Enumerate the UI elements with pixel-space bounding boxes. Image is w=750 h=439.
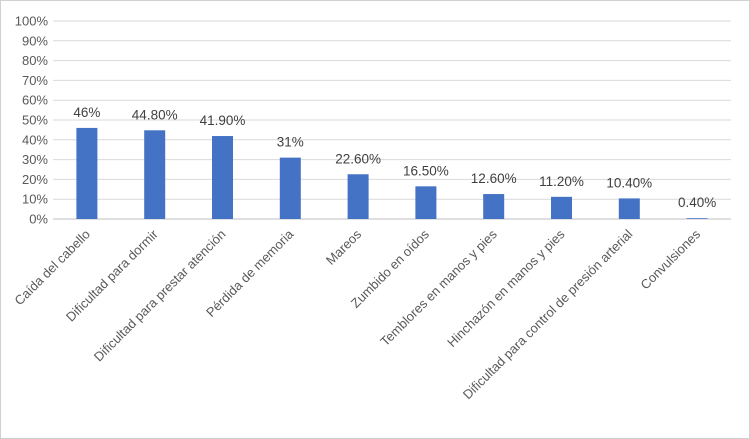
data-label: 44.80% — [132, 107, 178, 122]
x-tick-label: Temblores en manos y pies — [377, 226, 500, 349]
data-label: 22.60% — [335, 151, 381, 166]
x-tick-label: Hinchazón en manos y pies — [444, 226, 568, 350]
bar — [483, 194, 505, 219]
y-tick-label: 30% — [22, 152, 48, 167]
y-tick-label: 90% — [22, 33, 48, 48]
data-label: 11.20% — [539, 174, 584, 189]
bar — [686, 218, 708, 219]
bar — [415, 186, 437, 219]
data-label: 41.90% — [200, 113, 246, 128]
y-tick-label: 70% — [22, 73, 48, 88]
y-tick-label: 40% — [22, 132, 48, 147]
y-tick-label: 100% — [15, 14, 49, 29]
data-label: 0.40% — [678, 195, 716, 210]
y-tick-label: 20% — [22, 172, 48, 187]
x-tick-label: Dificultad para prestar atención — [91, 227, 229, 365]
y-tick-label: 80% — [22, 53, 48, 68]
bar — [347, 174, 369, 219]
data-label: 12.60% — [471, 171, 517, 186]
y-tick-label: 10% — [22, 192, 48, 207]
data-label: 31% — [277, 135, 304, 150]
bar — [144, 130, 166, 219]
y-tick-label: 50% — [22, 113, 48, 128]
y-tick-label: 0% — [29, 212, 48, 227]
data-label: 16.50% — [403, 163, 449, 178]
bar — [618, 198, 640, 219]
data-label: 46% — [73, 105, 100, 120]
y-tick-label: 60% — [22, 93, 48, 108]
x-tick-label: Mareos — [323, 226, 365, 268]
data-label: 10.40% — [606, 175, 652, 190]
bar — [279, 157, 301, 219]
x-tick-label: Convulsiones — [637, 226, 703, 292]
bar — [551, 196, 572, 219]
bar — [76, 127, 98, 219]
bar — [212, 136, 233, 219]
